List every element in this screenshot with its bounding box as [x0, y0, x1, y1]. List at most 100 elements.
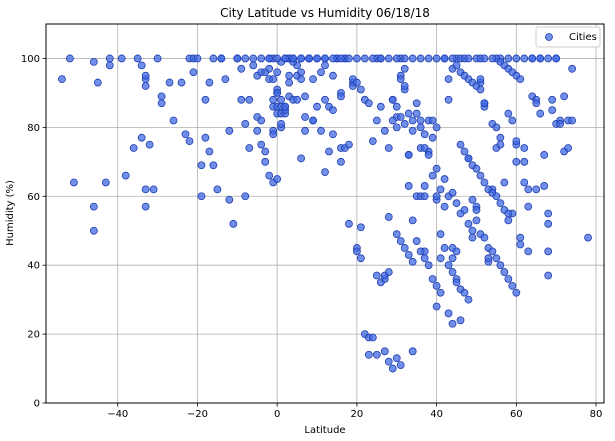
city-point [392, 102, 401, 111]
city-point [380, 126, 389, 135]
city-point [141, 202, 150, 211]
city-point [301, 113, 309, 121]
city-point [317, 68, 325, 77]
city-point [532, 99, 541, 108]
city-point [313, 54, 321, 63]
city-point [504, 109, 513, 118]
city-point [464, 54, 473, 63]
city-point [392, 54, 401, 63]
city-point [408, 126, 417, 135]
city-point [516, 240, 525, 249]
city-point [157, 92, 166, 101]
city-point [400, 244, 409, 252]
city-point [496, 140, 505, 149]
city-point [273, 175, 282, 183]
city-point [185, 137, 194, 146]
city-point [432, 302, 441, 311]
city-point [149, 185, 158, 194]
city-point [141, 71, 150, 80]
city-point [516, 75, 525, 84]
city-point [432, 192, 441, 201]
city-point [321, 168, 329, 177]
city-point [141, 82, 150, 90]
city-point [428, 133, 437, 142]
city-point [384, 357, 393, 366]
city-point [476, 75, 485, 84]
city-point [584, 233, 592, 242]
city-point [412, 99, 421, 108]
city-point [396, 237, 405, 245]
city-point [560, 92, 569, 101]
chart-title: City Latitude vs Humidity 06/18/18 [220, 6, 430, 20]
city-point [372, 271, 381, 280]
city-point [432, 281, 441, 290]
legend-box [535, 26, 601, 48]
city-point [480, 233, 489, 242]
city-point [412, 237, 421, 245]
city-point [89, 58, 98, 66]
city-point [392, 123, 401, 132]
city-point [309, 75, 317, 84]
city-point [520, 157, 529, 166]
city-point [384, 54, 393, 63]
city-point [504, 216, 513, 225]
city-point [464, 219, 473, 228]
city-point [265, 171, 274, 180]
plot-frame [45, 23, 605, 404]
city-point [448, 319, 457, 328]
city-point [428, 116, 437, 125]
city-point [321, 61, 329, 70]
city-point [544, 247, 553, 256]
city-point [460, 288, 469, 297]
city-point [492, 254, 501, 263]
city-point [412, 109, 421, 118]
y-tick-label: 60 [27, 192, 40, 203]
city-point [532, 185, 541, 194]
city-point [329, 54, 337, 63]
city-point [201, 133, 210, 142]
city-point [193, 54, 202, 63]
city-point [520, 178, 529, 187]
y-tick-label: 40 [27, 261, 40, 272]
city-point [440, 202, 449, 211]
city-point [408, 54, 417, 63]
city-point [428, 275, 437, 283]
city-point [392, 230, 401, 239]
city-point [472, 216, 481, 225]
city-point [281, 102, 290, 111]
city-point [452, 278, 461, 287]
city-point [416, 123, 425, 132]
city-point [480, 178, 489, 187]
city-point [345, 140, 353, 149]
city-point [301, 92, 309, 101]
city-point [408, 347, 417, 356]
city-point [436, 230, 445, 239]
city-point [512, 137, 521, 146]
city-point [456, 140, 465, 149]
city-point [253, 126, 262, 135]
city-point [520, 54, 529, 63]
city-point [400, 54, 409, 63]
city-point [305, 54, 313, 63]
city-point [404, 182, 413, 190]
city-point [452, 247, 461, 256]
city-point [448, 188, 457, 197]
city-point [201, 95, 210, 104]
city-point [496, 199, 505, 208]
city-point [400, 64, 409, 73]
city-point [544, 219, 553, 228]
legend: Cities [535, 26, 601, 48]
city-point [508, 281, 517, 290]
city-point [488, 54, 497, 63]
city-point [141, 185, 150, 194]
city-point [520, 144, 529, 152]
city-point [508, 116, 517, 125]
city-point [237, 95, 246, 104]
y-tick-label: 0 [34, 399, 40, 410]
city-point [524, 202, 533, 211]
city-point [225, 126, 234, 135]
city-point [66, 54, 74, 63]
city-point [404, 109, 413, 118]
city-point [368, 333, 377, 342]
city-point [317, 126, 325, 135]
